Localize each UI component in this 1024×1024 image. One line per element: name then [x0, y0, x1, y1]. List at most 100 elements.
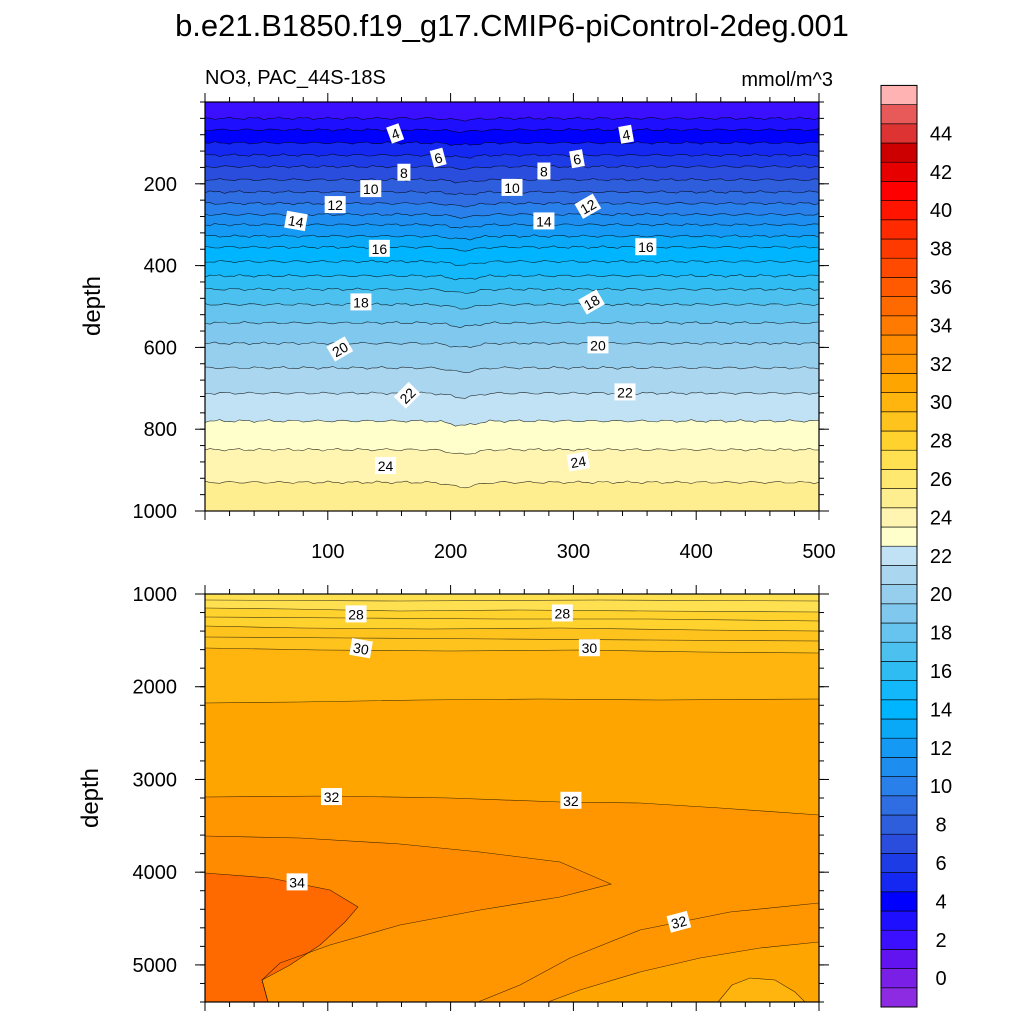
- colorbar-swatch: [880, 968, 918, 989]
- y-tick-label: 800: [144, 419, 177, 441]
- x-tick-label: 500: [802, 541, 835, 563]
- contour-label-text: 12: [577, 196, 599, 218]
- contour-label-box: [578, 289, 605, 315]
- contour-label: 20: [326, 336, 354, 362]
- contour-label: 18: [578, 289, 605, 315]
- x-tick-label: 300: [557, 541, 590, 563]
- colorbar-tick-labels: 0246810121416182022242628303234363840424…: [930, 123, 952, 990]
- contour-label: 24: [375, 457, 397, 475]
- colorbar-tick-label: 24: [930, 507, 952, 529]
- colorbar-swatch: [880, 469, 918, 489]
- contour-label: 6: [569, 149, 585, 169]
- contour-line-17: [205, 287, 819, 294]
- contour-label: 32: [560, 791, 582, 809]
- colorbar-swatch: [880, 488, 918, 509]
- contour-label: 16: [368, 239, 390, 257]
- contour-label-box: [375, 457, 397, 475]
- y-tick-label: 5000: [133, 955, 178, 977]
- colorbar-tick-label: 40: [930, 200, 952, 222]
- y-tick-label: 200: [144, 174, 177, 196]
- contour-label: 22: [614, 383, 636, 401]
- colorbar-tick-label: 10: [930, 776, 952, 798]
- contour-label-box: [349, 638, 373, 659]
- contour-label-text: 32: [669, 912, 688, 932]
- contour-label: 28: [551, 604, 573, 622]
- contour-line-23: [205, 419, 819, 427]
- colorbar-tick-label: 2: [935, 930, 946, 952]
- colorbar-swatch: [880, 929, 918, 950]
- colorbar-tick-label: 32: [930, 354, 952, 376]
- colorbar-swatch: [880, 565, 918, 585]
- contour-label-box: [574, 193, 602, 219]
- colorbar-swatch: [880, 373, 918, 393]
- colorbar-swatch: [880, 161, 918, 182]
- x-tick-label: 100: [311, 541, 344, 563]
- colorbar-swatch: [880, 680, 918, 701]
- contour-label-box: [551, 604, 573, 622]
- contour-label-text: 14: [287, 212, 305, 230]
- contour-line-15: [205, 259, 819, 266]
- contour-line-3: [205, 116, 819, 122]
- contour-label: 6: [429, 147, 447, 168]
- colorbar-swatch: [880, 699, 918, 720]
- contour-label-text: 6: [432, 149, 444, 167]
- contour-label-text: 16: [372, 241, 388, 257]
- contour-label: 12: [574, 193, 602, 219]
- contour-label-text: 20: [329, 339, 351, 361]
- contour-label-box: [386, 123, 405, 144]
- contour-label-box: [587, 336, 609, 354]
- colorbar-tick-label: 20: [930, 584, 952, 606]
- colorbar-swatch: [880, 641, 918, 662]
- contour-line-16: [205, 274, 819, 281]
- lower-x-axis: [204, 585, 820, 1011]
- contour-line-33-deep: [477, 902, 819, 1002]
- contour-label-text: 28: [348, 606, 364, 622]
- contour-label-text: 20: [590, 337, 606, 353]
- colorbar-swatch: [880, 872, 918, 893]
- contour-line-21: [205, 366, 819, 374]
- y-tick-label: 600: [144, 337, 177, 359]
- contour-label-box: [393, 381, 421, 409]
- colorbar-swatch: [880, 123, 918, 144]
- contour-line-13: [205, 234, 819, 241]
- colorbar-swatch: [880, 392, 918, 413]
- colorbar-swatch: [880, 603, 918, 624]
- contour-line-29b: [205, 636, 819, 642]
- contour-label: 8: [537, 162, 551, 180]
- contour-label-box: [286, 873, 308, 891]
- contour-label-box: [326, 336, 354, 362]
- colorbar-tick-label: 42: [930, 162, 952, 184]
- y-tick-label: 3000: [133, 769, 178, 791]
- contour-label: 32: [320, 788, 342, 806]
- contour-label-box: [360, 180, 382, 198]
- contour-line-6: [205, 153, 819, 159]
- upper-y-axis: 200 400 600 800 1000: [133, 101, 829, 523]
- colorbar-tick-label: 36: [930, 277, 952, 299]
- contour-line-20: [205, 341, 819, 348]
- contour-label-text: 22: [617, 384, 633, 400]
- contour-line-28: [205, 607, 819, 613]
- colorbar-swatch: [880, 949, 918, 969]
- y-tick-label: 4000: [133, 862, 178, 884]
- contour-label: 18: [350, 293, 372, 311]
- contour-label-text: 32: [563, 793, 579, 809]
- colorbar-tick-label: 22: [930, 546, 952, 568]
- lower-contour-panel: 1000 2000 3000 4000 5000 28 28 30 30 32 32 34 32 de…: [77, 584, 829, 1011]
- contour-label-text: 6: [572, 151, 583, 168]
- contour-label: 30: [349, 638, 373, 659]
- contour-label: 14: [284, 210, 308, 232]
- colorbar-swatch: [880, 315, 918, 336]
- contour-label-text: 4: [621, 126, 632, 143]
- contour-label-text: 12: [327, 197, 343, 213]
- colorbar-swatch: [880, 296, 918, 317]
- colorbar-swatch: [880, 257, 918, 278]
- contour-label: 8: [397, 163, 411, 181]
- contour-line-26: [205, 514, 819, 522]
- colorbar-swatch: [880, 737, 918, 758]
- colorbar-tick-label: 6: [935, 853, 946, 875]
- band-26: [205, 513, 819, 521]
- contour-label: 4: [618, 124, 634, 144]
- contour-label-text: 32: [324, 789, 340, 805]
- colorbar-swatch: [880, 219, 918, 240]
- colorbar-swatch: [880, 277, 918, 297]
